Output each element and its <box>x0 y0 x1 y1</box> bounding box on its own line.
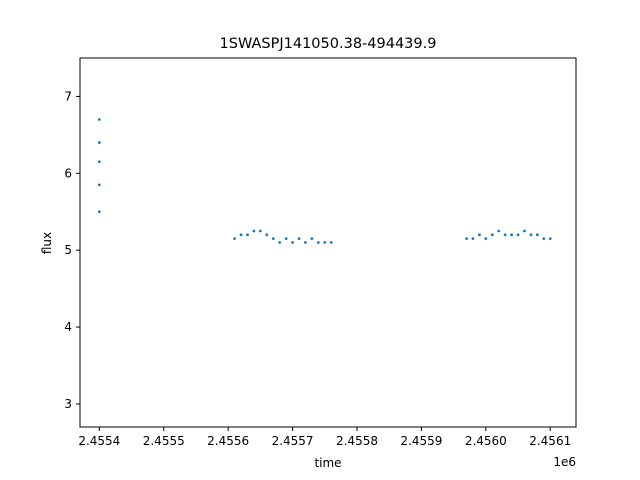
data-point <box>484 237 488 241</box>
data-point <box>304 241 307 244</box>
x-tick-label: 2.4554 <box>78 434 120 448</box>
data-point <box>239 233 243 237</box>
x-axis: 2.4554 2.4555 2.4556 2.4557 2.4558 2.4559 2.45… <box>78 427 571 448</box>
data-points <box>97 118 552 244</box>
y-tick-label: 4 <box>64 320 72 334</box>
data-point <box>97 141 101 144</box>
data-point <box>523 229 526 233</box>
x-tick-label: 2.4555 <box>143 434 185 448</box>
x-axis-offset-label: 1e6 <box>553 455 576 469</box>
y-tick-label: 5 <box>64 243 72 257</box>
x-axis-label: time <box>314 456 341 470</box>
data-point <box>233 237 236 241</box>
data-point <box>548 237 552 241</box>
data-point <box>465 237 468 241</box>
data-point <box>542 237 546 241</box>
data-point <box>297 237 301 241</box>
data-point <box>278 241 282 244</box>
data-point <box>516 233 520 237</box>
data-point <box>97 118 101 121</box>
x-tick-label: 2.4559 <box>400 434 442 448</box>
x-tick-label: 2.4561 <box>529 434 571 448</box>
data-point <box>258 229 262 233</box>
data-point <box>323 241 327 244</box>
data-point <box>252 229 256 233</box>
data-point <box>503 233 507 237</box>
x-tick-label: 2.4558 <box>336 434 378 448</box>
data-point <box>497 229 501 233</box>
x-tick-label: 2.4557 <box>272 434 314 448</box>
y-axis: 3 4 5 6 7 <box>64 89 80 411</box>
y-tick-label: 6 <box>64 166 72 180</box>
data-point <box>490 233 494 237</box>
data-point <box>97 183 101 187</box>
data-point <box>535 233 539 237</box>
data-point <box>329 241 333 244</box>
plot-frame <box>79 57 577 428</box>
data-point <box>97 210 101 214</box>
data-point <box>97 160 101 164</box>
y-axis-label: flux <box>40 232 54 254</box>
data-point <box>246 233 249 237</box>
x-tick-label: 2.4560 <box>465 434 507 448</box>
x-tick-label: 2.4556 <box>207 434 249 448</box>
data-point <box>471 237 475 241</box>
data-point <box>310 237 314 241</box>
data-point <box>284 237 288 241</box>
data-point <box>291 241 294 244</box>
y-tick-label: 3 <box>64 397 72 411</box>
data-point <box>529 233 533 237</box>
data-point <box>271 237 275 241</box>
y-tick-label: 7 <box>64 89 72 103</box>
chart-title: 1SWASPJ141050.38-494439.9 <box>220 36 437 52</box>
data-point <box>316 241 320 244</box>
data-point <box>510 233 513 237</box>
data-point <box>477 233 481 237</box>
data-point <box>265 233 269 237</box>
